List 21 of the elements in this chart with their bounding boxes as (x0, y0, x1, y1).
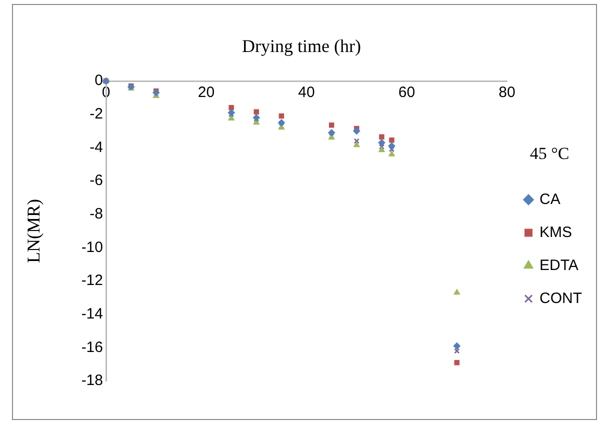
y-tick-label: -2 (90, 105, 103, 122)
y-tick-label: -6 (90, 172, 103, 190)
legend-label: CONT (540, 290, 582, 307)
x-tick-label: 20 (198, 84, 215, 102)
y-tick-label: -12 (81, 272, 103, 290)
y-tick-label: 0 (94, 72, 103, 90)
legend-title: 45 °C (530, 144, 570, 163)
y-tick-label: -4 (90, 138, 103, 156)
y-tick-label: -10 (81, 238, 103, 256)
x-axis-title: Drying time (hr) (241, 36, 362, 57)
legend-label: CA (540, 190, 560, 208)
x-tick-label: 60 (398, 84, 416, 102)
legend-label: KMS (540, 224, 572, 241)
y-tick-label: -8 (90, 205, 103, 222)
legend-label: EDTA (540, 256, 578, 274)
y-tick-label: -18 (81, 372, 103, 390)
y-tick-label: -14 (81, 305, 103, 322)
x-tick-label: 80 (498, 84, 516, 102)
x-tick-label: 40 (298, 84, 315, 102)
y-axis-title: LN(MR) (24, 199, 44, 263)
y-tick-label: -16 (81, 338, 103, 356)
